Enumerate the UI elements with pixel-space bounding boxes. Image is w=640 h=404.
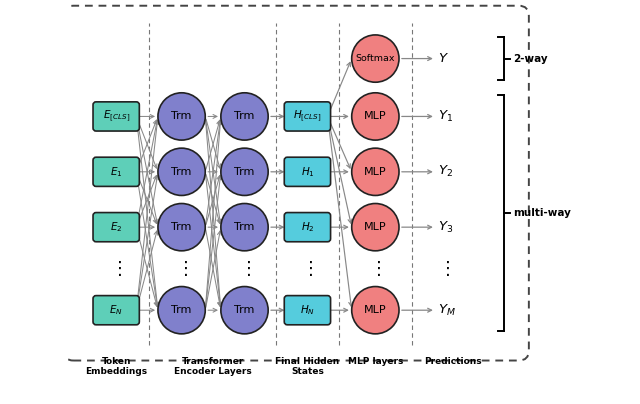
Text: Trm: Trm xyxy=(172,222,192,232)
Circle shape xyxy=(352,93,399,140)
FancyBboxPatch shape xyxy=(93,102,140,131)
FancyBboxPatch shape xyxy=(284,213,331,242)
Text: Trm: Trm xyxy=(172,167,192,177)
Text: $H_2$: $H_2$ xyxy=(301,220,314,234)
Text: Transformer
Encoder Layers: Transformer Encoder Layers xyxy=(174,357,252,377)
Text: $H_{[CLS]}$: $H_{[CLS]}$ xyxy=(293,109,322,124)
FancyBboxPatch shape xyxy=(93,213,140,242)
FancyBboxPatch shape xyxy=(284,157,331,186)
Text: $Y_1$: $Y_1$ xyxy=(438,109,453,124)
Text: MLP: MLP xyxy=(364,222,387,232)
Circle shape xyxy=(158,148,205,196)
Text: $Y$: $Y$ xyxy=(438,52,449,65)
Text: 2-way: 2-way xyxy=(513,54,547,63)
Text: Trm: Trm xyxy=(234,167,255,177)
Text: $\vdots$: $\vdots$ xyxy=(438,259,450,278)
Text: $Y_M$: $Y_M$ xyxy=(438,303,456,318)
Text: $Y_3$: $Y_3$ xyxy=(438,220,454,235)
Text: Token
Embeddings: Token Embeddings xyxy=(85,357,147,377)
Text: $\vdots$: $\vdots$ xyxy=(110,259,122,278)
Text: Trm: Trm xyxy=(234,222,255,232)
FancyBboxPatch shape xyxy=(284,296,331,325)
Text: $E_1$: $E_1$ xyxy=(110,165,122,179)
FancyBboxPatch shape xyxy=(93,157,140,186)
Circle shape xyxy=(352,286,399,334)
FancyBboxPatch shape xyxy=(284,102,331,131)
Text: Softmax: Softmax xyxy=(356,54,395,63)
Text: $E_N$: $E_N$ xyxy=(109,303,123,317)
FancyBboxPatch shape xyxy=(93,296,140,325)
Text: $\vdots$: $\vdots$ xyxy=(239,259,250,278)
Text: Trm: Trm xyxy=(172,305,192,315)
Text: MLP: MLP xyxy=(364,112,387,122)
Text: Trm: Trm xyxy=(234,112,255,122)
Text: $\vdots$: $\vdots$ xyxy=(301,259,314,278)
Text: $H_1$: $H_1$ xyxy=(301,165,314,179)
Text: Final Hidden
States: Final Hidden States xyxy=(275,357,340,377)
Text: $E_2$: $E_2$ xyxy=(110,220,122,234)
Text: Predictions: Predictions xyxy=(424,357,482,366)
Circle shape xyxy=(221,204,268,251)
Text: multi-way: multi-way xyxy=(513,208,571,218)
Circle shape xyxy=(352,148,399,196)
Circle shape xyxy=(352,35,399,82)
Circle shape xyxy=(158,204,205,251)
Circle shape xyxy=(352,204,399,251)
Text: MLP: MLP xyxy=(364,167,387,177)
Text: MLP: MLP xyxy=(364,305,387,315)
Text: $E_{[CLS]}$: $E_{[CLS]}$ xyxy=(102,109,130,124)
Circle shape xyxy=(221,148,268,196)
Text: $H_N$: $H_N$ xyxy=(300,303,315,317)
Text: MLP layers: MLP layers xyxy=(348,357,403,366)
Circle shape xyxy=(158,286,205,334)
Circle shape xyxy=(221,286,268,334)
Circle shape xyxy=(158,93,205,140)
Text: Trm: Trm xyxy=(172,112,192,122)
Text: $Y_2$: $Y_2$ xyxy=(438,164,453,179)
Circle shape xyxy=(221,93,268,140)
Text: Trm: Trm xyxy=(234,305,255,315)
Text: $\vdots$: $\vdots$ xyxy=(175,259,188,278)
Text: $\vdots$: $\vdots$ xyxy=(369,259,381,278)
